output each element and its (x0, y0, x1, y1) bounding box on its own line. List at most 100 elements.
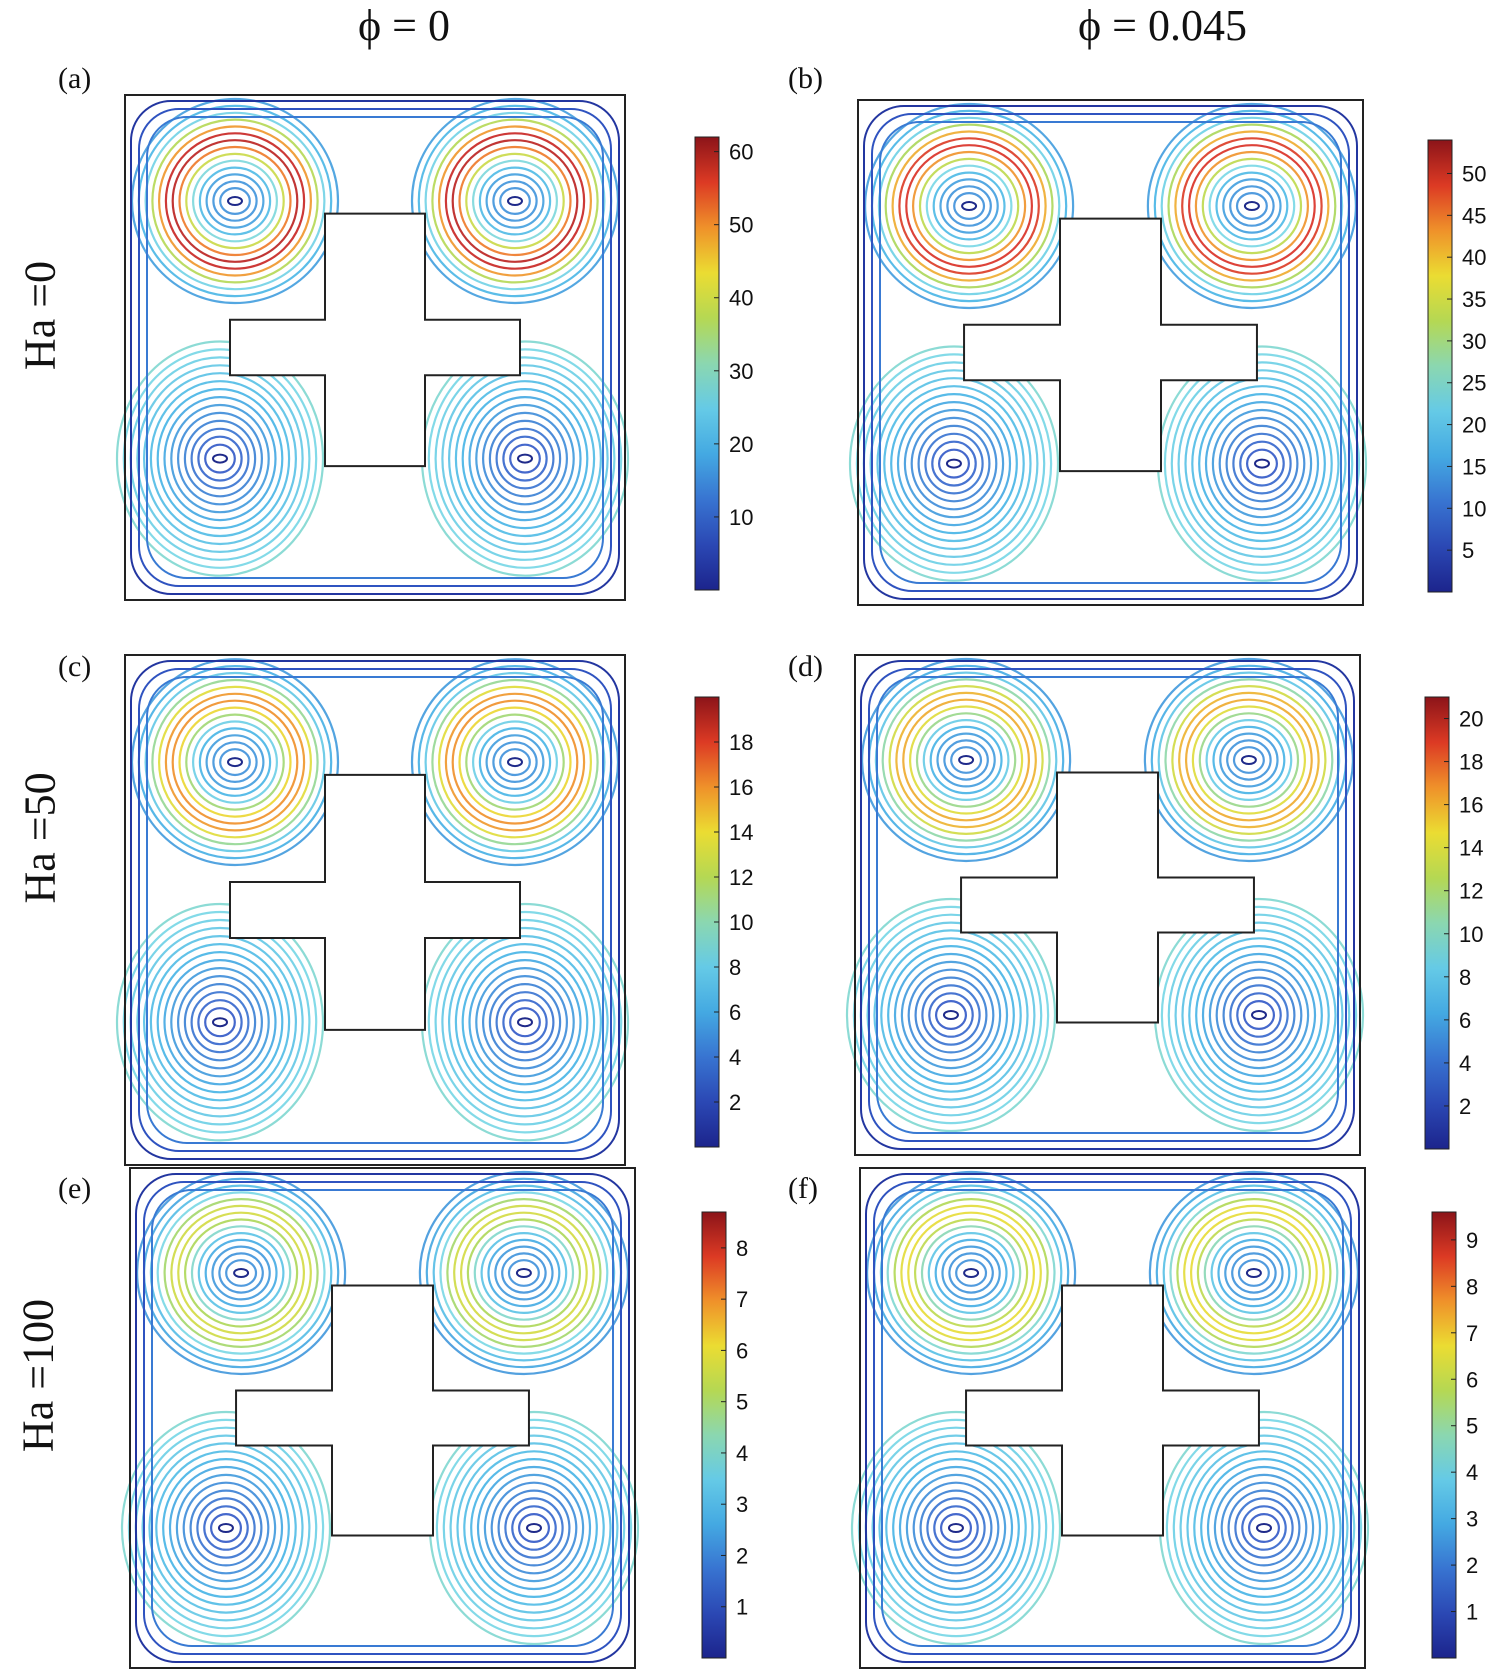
streamline-3-10 (1184, 377, 1340, 551)
outer-streamline (879, 121, 1342, 584)
panel-label-b: (b) (788, 62, 823, 95)
streamline-1-9 (444, 132, 586, 270)
row-title-ha-0: Ha =0 (15, 260, 65, 371)
cavity-frame (124, 94, 626, 601)
streamline-2-9 (149, 943, 291, 1102)
streamline-1-1 (499, 186, 531, 215)
streamline-3-4 (1227, 1489, 1301, 1567)
streamline-0-14 (135, 1170, 347, 1376)
streamline-0-4 (204, 1238, 278, 1308)
streamline-3-14 (420, 902, 630, 1142)
streamline-3-8 (1200, 1458, 1328, 1599)
streamline-0-2 (212, 180, 258, 222)
streamline-2-3 (924, 432, 984, 495)
streamline-0-10 (157, 125, 313, 277)
cross-obstacle (229, 773, 521, 1031)
streamline-0-9 (164, 132, 306, 270)
streamline-3-11 (449, 1434, 619, 1622)
streamline-3-1 (1248, 1513, 1281, 1544)
colorbar-a: 10 20 30 40 50 60 (694, 136, 753, 591)
streamline-2-5 (176, 975, 264, 1070)
streamline-2-4 (919, 1489, 993, 1567)
streamline-0-10 (888, 684, 1044, 836)
streamline-1-8 (451, 139, 579, 263)
streamline-2-13 (857, 1418, 1055, 1638)
colorbar-c: 2 4 6 8 10 12 14 16 18 (694, 696, 753, 1148)
streamline-3-14 (428, 1410, 640, 1646)
streamline-3-12 (1167, 913, 1351, 1117)
streamline-2-14 (850, 1410, 1062, 1646)
streamline-3-6 (483, 1473, 585, 1583)
streamline-2-5 (910, 416, 998, 511)
streamline-0-11 (151, 118, 319, 284)
colorbar-tick-label: 18 (1459, 750, 1483, 775)
streamline-0-11 (881, 678, 1051, 842)
outer-streamline (871, 113, 1350, 592)
streamline-2-10 (878, 1442, 1034, 1614)
streamline-3-2 (1236, 992, 1282, 1038)
streamline-2-13 (855, 353, 1053, 574)
outer-streamline (146, 676, 604, 1144)
streamline-1-3 (1222, 178, 1282, 234)
streamline-3-13 (427, 348, 623, 569)
streamline-2-2 (197, 999, 243, 1046)
streamline-0-5 (927, 1231, 1015, 1315)
streamline-2-6 (903, 408, 1005, 519)
streamline-1-3 (1224, 1245, 1284, 1301)
streamline-0-13 (870, 109, 1068, 303)
streamline-0-11 (156, 1191, 326, 1355)
streamline-2-11 (136, 364, 304, 553)
streamline-1-4 (487, 1238, 561, 1308)
streamline-0-3 (941, 1245, 1001, 1301)
colorbar-tick-label: 8 (729, 955, 741, 980)
streamline-1-8 (451, 699, 579, 825)
vortex-core (1254, 458, 1270, 469)
streamline-3-10 (1186, 1442, 1342, 1614)
streamline-1-2 (492, 180, 538, 222)
colorbar-tick-label: 20 (1462, 413, 1486, 438)
colorbar-tick-label: 18 (729, 730, 753, 755)
streamline-3-4 (488, 419, 562, 498)
cavity-frame (859, 1167, 1366, 1669)
streamline-1-12 (424, 111, 606, 291)
streamline-1-5 (1208, 164, 1296, 248)
streamline-2-13 (122, 910, 318, 1134)
colorbar-tick-label: 10 (729, 505, 753, 530)
streamline-1-6 (1198, 712, 1300, 808)
streamline-3-11 (1174, 921, 1344, 1109)
streamline-2-10 (876, 377, 1032, 551)
streamline-0-4 (929, 725, 1003, 795)
row-title-ha-50: Ha =50 (15, 772, 65, 904)
streamline-1-11 (431, 678, 599, 846)
streamline-1-14 (1146, 102, 1357, 310)
vortex-core (1240, 755, 1257, 765)
colorbar-tick-label: 4 (729, 1045, 741, 1070)
colorbar-d: 2 4 6 8 10 12 14 16 18 20 (1424, 696, 1483, 1150)
streamline-3-1 (509, 1007, 541, 1038)
streamline-panel-e (120, 1167, 640, 1669)
streamline-1-8 (1188, 144, 1316, 268)
vortex-core (217, 1523, 234, 1533)
panel-label-d: (d) (788, 650, 823, 683)
streamline-3-4 (1222, 976, 1296, 1054)
colorbar-tick-label: 25 (1462, 371, 1486, 396)
streamline-3-12 (434, 356, 616, 561)
vortex-core (947, 1523, 964, 1533)
streamline-3-7 (1201, 952, 1317, 1078)
streamline-0-7 (183, 1218, 299, 1328)
outer-streamline (863, 105, 1358, 600)
outer-streamline (130, 660, 620, 1160)
streamline-1-5 (472, 720, 559, 804)
colorbar-tick-label: 2 (729, 1090, 741, 1115)
colorbar-tick-label: 35 (1462, 287, 1486, 312)
colorbar-f: 1 2 3 4 5 6 7 8 9 (1431, 1211, 1478, 1659)
streamline-3-10 (1181, 929, 1337, 1101)
streamline-1-12 (1162, 1184, 1346, 1362)
streamline-2-2 (197, 435, 243, 482)
streamline-3-1 (1246, 448, 1279, 479)
streamline-2-7 (893, 952, 1009, 1078)
streamline-2-13 (852, 905, 1050, 1125)
streamline-0-9 (900, 1204, 1042, 1342)
streamline-0-2 (948, 1252, 994, 1294)
vortex-core (517, 1017, 533, 1028)
